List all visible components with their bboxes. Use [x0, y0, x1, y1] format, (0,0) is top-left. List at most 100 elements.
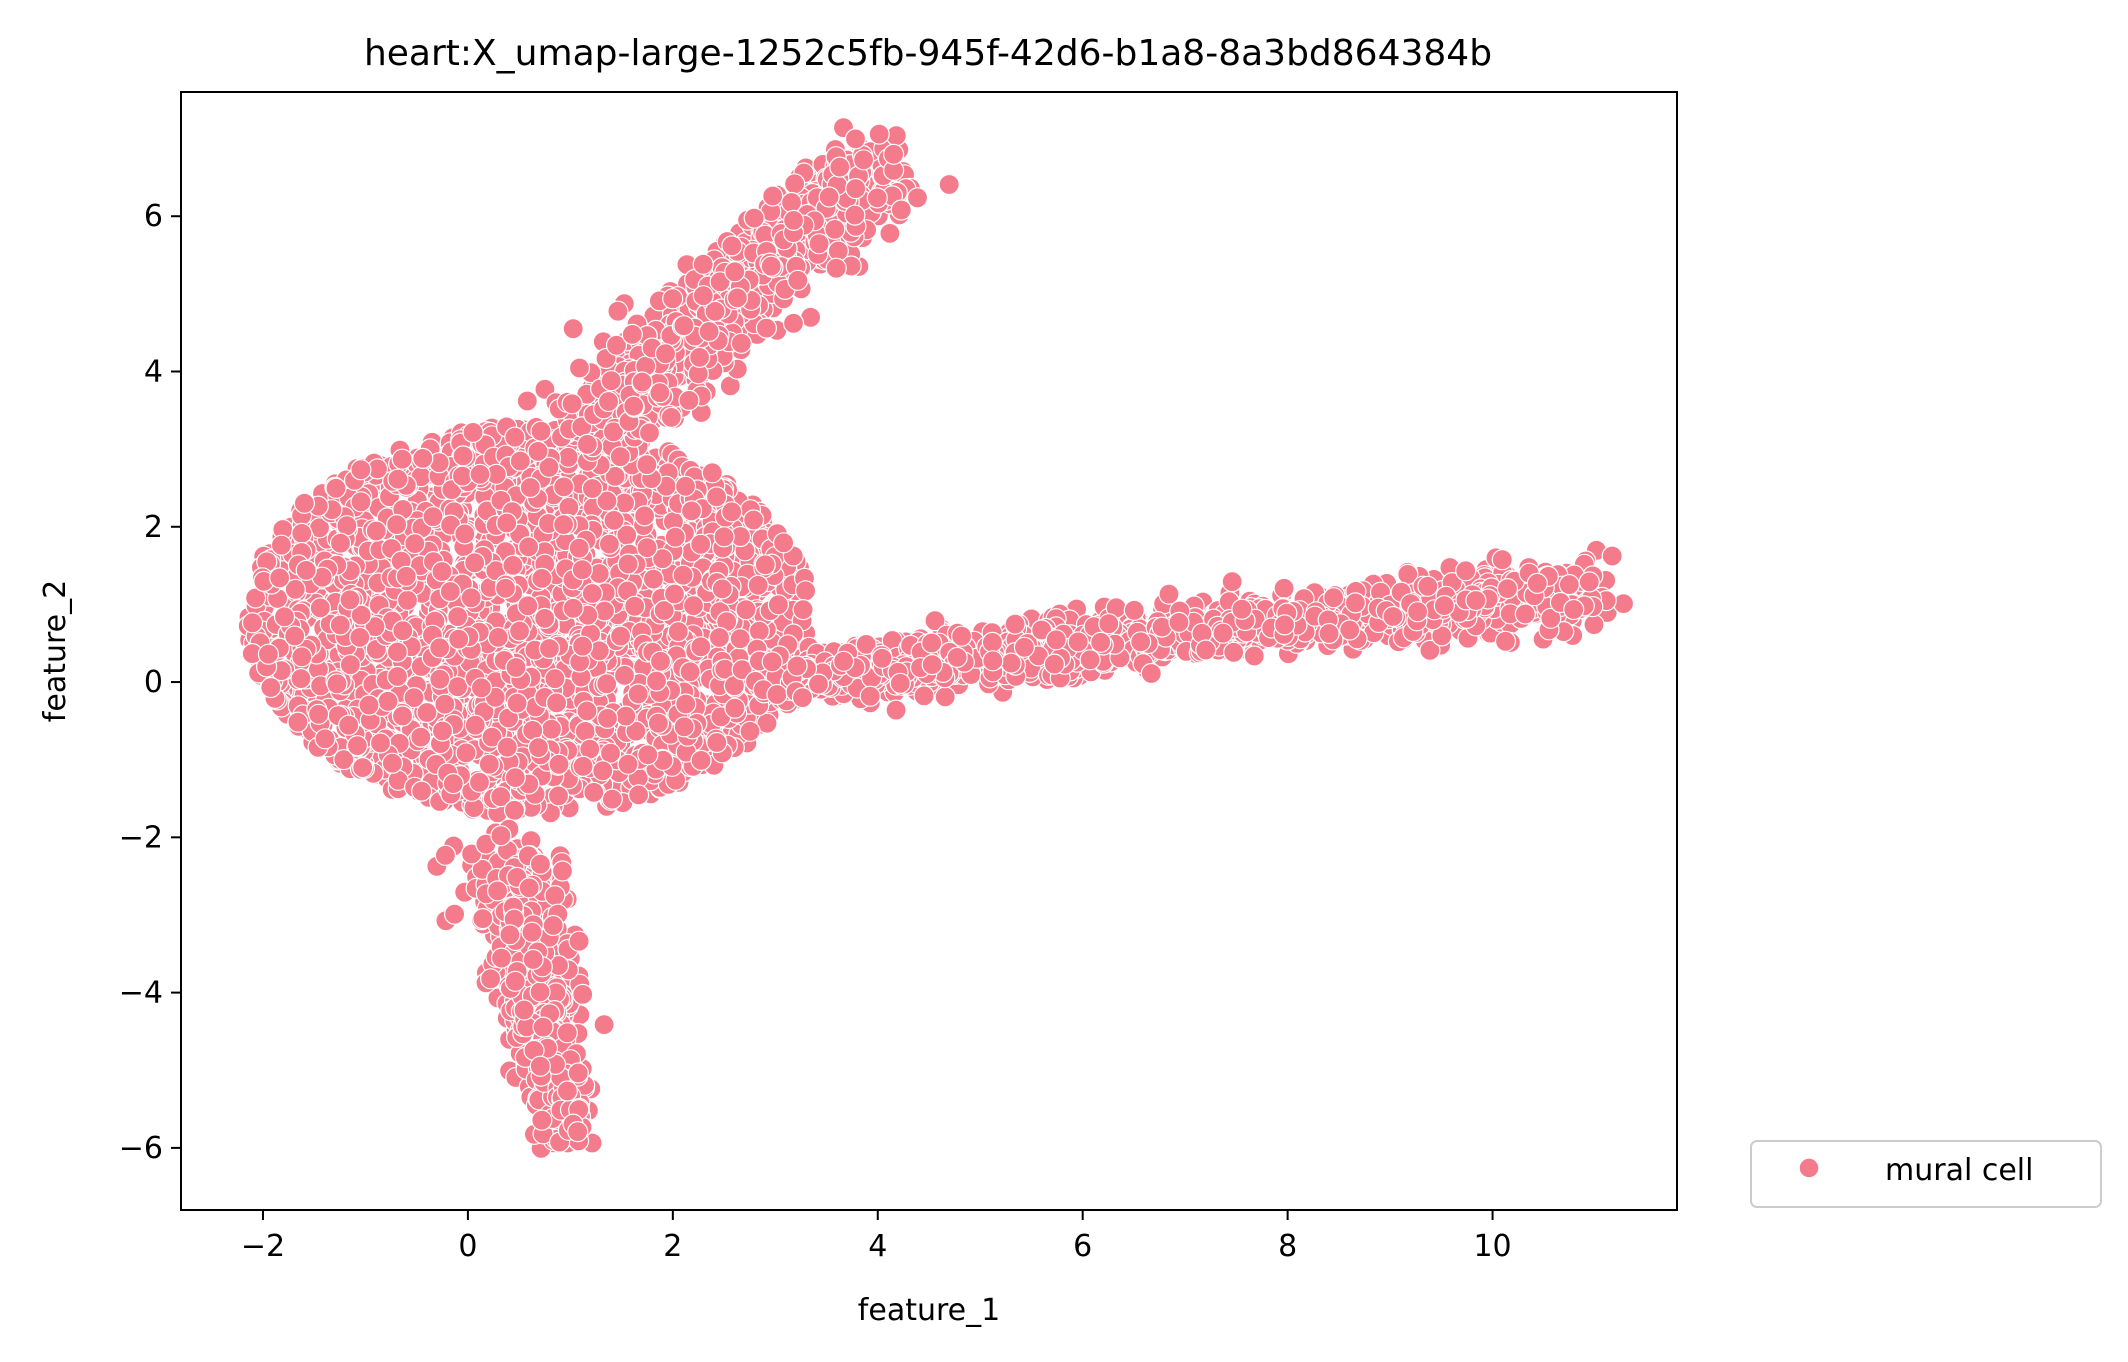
data-point	[649, 650, 672, 672]
data-point	[444, 903, 466, 925]
data-point	[825, 257, 847, 279]
data-point	[241, 612, 264, 634]
data-point	[314, 728, 336, 750]
data-point	[633, 505, 656, 527]
data-point	[571, 559, 593, 581]
data-point	[690, 749, 712, 772]
data-point	[601, 788, 623, 810]
data-point	[649, 382, 671, 404]
data-point	[350, 491, 372, 513]
data-point	[698, 320, 720, 343]
data-point	[291, 646, 313, 668]
data-point	[567, 1062, 589, 1084]
data-point	[521, 921, 543, 943]
data-point	[287, 711, 309, 733]
data-point	[780, 191, 803, 214]
data-point	[260, 676, 282, 699]
data-point	[617, 553, 639, 575]
data-point	[531, 567, 553, 590]
data-point	[755, 317, 778, 339]
data-point	[531, 1109, 553, 1131]
data-point	[269, 567, 291, 589]
data-point	[617, 753, 639, 775]
data-point	[552, 513, 575, 536]
data-point	[688, 346, 711, 368]
data-point	[625, 720, 647, 742]
data-point	[642, 568, 665, 590]
data-point	[395, 565, 417, 587]
data-point	[593, 1013, 615, 1036]
data-point	[721, 501, 743, 523]
data-point	[293, 492, 315, 514]
data-point	[349, 626, 371, 649]
data-point	[447, 676, 469, 698]
data-point	[542, 914, 564, 937]
data-point	[270, 534, 292, 556]
data-point	[690, 533, 712, 555]
data-point	[706, 731, 728, 754]
data-point	[596, 490, 618, 512]
data-point	[544, 668, 566, 690]
data-point	[325, 477, 347, 499]
data-point	[852, 149, 875, 171]
data-point	[651, 548, 674, 570]
data-point	[562, 597, 584, 619]
data-point	[411, 780, 433, 802]
data-point	[667, 620, 689, 643]
data-point	[544, 884, 566, 907]
data-point	[503, 799, 526, 821]
data-point	[422, 506, 444, 528]
data-point	[464, 714, 486, 736]
data-point	[452, 445, 474, 467]
data-point	[284, 578, 306, 601]
data-point	[547, 785, 570, 807]
data-point	[672, 564, 694, 586]
data-point	[429, 668, 451, 690]
data-point	[346, 734, 368, 757]
data-point	[673, 315, 695, 337]
data-point	[592, 760, 614, 782]
data-point	[724, 261, 746, 283]
data-point	[527, 736, 550, 759]
data-point	[1601, 545, 1623, 567]
data-point	[447, 605, 469, 628]
data-point	[508, 620, 531, 642]
data-point	[574, 720, 596, 743]
data-point	[599, 742, 622, 764]
data-point	[561, 393, 583, 415]
data-point	[469, 463, 491, 485]
data-point	[490, 947, 513, 969]
data-point	[434, 844, 456, 866]
data-point	[403, 686, 425, 709]
data-point	[499, 924, 521, 946]
data-point	[386, 665, 409, 688]
data-point	[730, 332, 752, 354]
data-point	[556, 1022, 578, 1044]
chart-title: heart:X_umap-large-1252c5fb-945f-42d6-b1…	[364, 33, 1492, 74]
data-point	[350, 459, 372, 481]
data-point	[787, 269, 809, 291]
data-point	[412, 447, 434, 469]
data-point	[338, 714, 360, 736]
data-point	[701, 462, 723, 484]
data-point	[568, 537, 590, 559]
data-point	[783, 173, 806, 195]
data-point	[692, 285, 714, 307]
data-point	[829, 156, 851, 178]
data-point	[506, 692, 528, 714]
data-point	[890, 199, 912, 221]
data-point	[882, 143, 905, 165]
data-point	[529, 1055, 551, 1077]
data-point	[534, 607, 556, 630]
data-point	[522, 948, 544, 971]
data-point	[257, 643, 279, 665]
data-point	[845, 178, 867, 200]
data-point	[597, 390, 620, 413]
data-point	[470, 677, 492, 699]
data-point	[637, 744, 659, 766]
data-point	[391, 705, 414, 727]
data-point	[504, 426, 526, 448]
data-point	[454, 523, 476, 545]
data-point	[364, 616, 386, 638]
data-point	[527, 440, 549, 462]
